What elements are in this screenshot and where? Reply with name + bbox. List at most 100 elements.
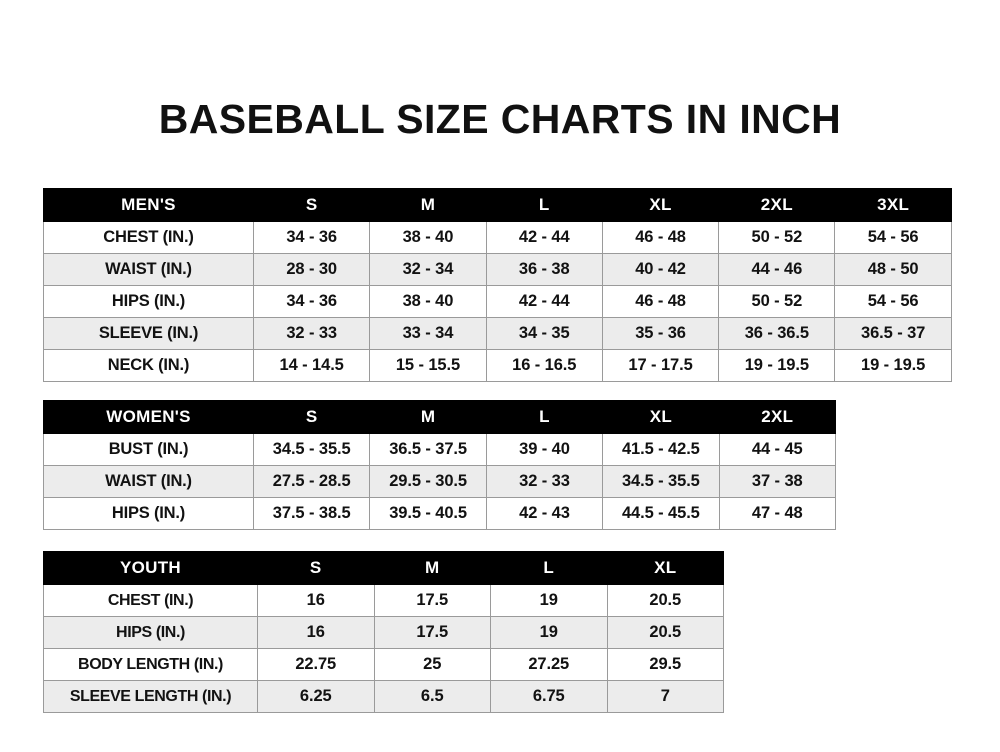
womens-size-table: WOMEN'S S M L XL 2XL BUST (IN.) 34.5 - 35.5 36.5… bbox=[43, 400, 836, 530]
column-header-m: M bbox=[369, 188, 487, 222]
table-corner-label: WOMEN'S bbox=[43, 400, 254, 434]
measurement-cell: 19 bbox=[490, 616, 608, 649]
measurement-cell: 16 bbox=[257, 584, 375, 617]
measurement-cell: 40 - 42 bbox=[601, 253, 720, 286]
page-title: BASEBALL SIZE CHARTS IN INCH bbox=[158, 96, 842, 143]
measurement-cell: 34 - 36 bbox=[252, 221, 371, 254]
table-row: CHEST (IN.) 34 - 36 38 - 40 42 - 44 46 - 48 5… bbox=[43, 221, 952, 254]
table-row: NECK (IN.) 14 - 14.5 15 - 15.5 16 - 16.5 17 … bbox=[43, 349, 952, 382]
row-label: HIPS (IN.) bbox=[43, 285, 254, 318]
table-row: WAIST (IN.) 28 - 30 32 - 34 36 - 38 40 - 42 4… bbox=[43, 253, 952, 286]
row-label: WAIST (IN.) bbox=[43, 253, 254, 286]
mens-size-table: MEN'S S M L XL 2XL 3XL CHEST (IN.) 34 - 36 38 - 4… bbox=[43, 188, 952, 382]
measurement-cell: 19 bbox=[490, 584, 608, 617]
measurement-cell: 38 - 40 bbox=[369, 221, 487, 254]
column-header-2xl: 2XL bbox=[718, 400, 836, 434]
measurement-cell: 37 - 38 bbox=[718, 465, 836, 498]
table-row: HIPS (IN.) 34 - 36 38 - 40 42 - 44 46 - 48 50… bbox=[43, 285, 952, 318]
measurement-cell: 6.25 bbox=[257, 680, 375, 713]
measurement-cell: 34.5 - 35.5 bbox=[602, 465, 720, 498]
measurement-cell: 42 - 43 bbox=[485, 497, 604, 530]
measurement-cell: 25 bbox=[373, 648, 491, 681]
measurement-cell: 46 - 48 bbox=[601, 221, 720, 254]
table-row: BODY LENGTH (IN.) 22.75 25 27.25 29.5 bbox=[43, 648, 724, 681]
measurement-cell: 39 - 40 bbox=[485, 433, 604, 466]
table-row: SLEEVE LENGTH (IN.) 6.25 6.5 6.75 7 bbox=[43, 680, 724, 713]
measurement-cell: 22.75 bbox=[257, 648, 375, 681]
row-label: SLEEVE LENGTH (IN.) bbox=[43, 680, 258, 713]
column-header-m: M bbox=[373, 551, 491, 585]
measurement-cell: 48 - 50 bbox=[834, 253, 952, 286]
column-header-s: S bbox=[252, 188, 371, 222]
row-label: HIPS (IN.) bbox=[43, 497, 254, 530]
measurement-cell: 54 - 56 bbox=[834, 221, 952, 254]
measurement-cell: 29.5 - 30.5 bbox=[369, 465, 487, 498]
row-label: CHEST (IN.) bbox=[43, 221, 254, 254]
table-row: HIPS (IN.) 37.5 - 38.5 39.5 - 40.5 42 - 43 4… bbox=[43, 497, 836, 530]
measurement-cell: 37.5 - 38.5 bbox=[252, 497, 371, 530]
measurement-cell: 42 - 44 bbox=[485, 285, 603, 318]
measurement-cell: 28 - 30 bbox=[252, 253, 371, 286]
row-label: SLEEVE (IN.) bbox=[43, 317, 254, 350]
column-header-s: S bbox=[252, 400, 371, 434]
table-header-row: MEN'S S M L XL 2XL 3XL bbox=[43, 188, 952, 222]
measurement-cell: 34.5 - 35.5 bbox=[252, 433, 371, 466]
table-header-row: YOUTH S M L XL bbox=[43, 551, 724, 585]
column-header-xl: XL bbox=[606, 551, 724, 585]
row-label: BUST (IN.) bbox=[43, 433, 254, 466]
measurement-cell: 36.5 - 37.5 bbox=[369, 433, 487, 466]
column-header-s: S bbox=[257, 551, 375, 585]
table-row: SLEEVE (IN.) 32 - 33 33 - 34 34 - 35 35 - 36… bbox=[43, 317, 952, 350]
measurement-cell: 54 - 56 bbox=[834, 285, 952, 318]
column-header-xl: XL bbox=[601, 188, 720, 222]
measurement-cell: 50 - 52 bbox=[718, 221, 836, 254]
measurement-cell: 32 - 34 bbox=[369, 253, 487, 286]
measurement-cell: 14 - 14.5 bbox=[252, 349, 371, 382]
measurement-cell: 36 - 36.5 bbox=[718, 317, 836, 350]
measurement-cell: 35 - 36 bbox=[601, 317, 720, 350]
measurement-cell: 46 - 48 bbox=[601, 285, 720, 318]
measurement-cell: 20.5 bbox=[606, 616, 724, 649]
measurement-cell: 41.5 - 42.5 bbox=[602, 433, 720, 466]
table-header-row: WOMEN'S S M L XL 2XL bbox=[43, 400, 836, 434]
measurement-cell: 6.75 bbox=[490, 680, 608, 713]
measurement-cell: 34 - 35 bbox=[485, 317, 603, 350]
row-label: WAIST (IN.) bbox=[43, 465, 254, 498]
measurement-cell: 38 - 40 bbox=[369, 285, 487, 318]
measurement-cell: 32 - 33 bbox=[485, 465, 604, 498]
measurement-cell: 47 - 48 bbox=[718, 497, 836, 530]
measurement-cell: 27.5 - 28.5 bbox=[252, 465, 371, 498]
youth-size-table: YOUTH S M L XL CHEST (IN.) 16 17.5 19 20.5 HIPS (I… bbox=[43, 551, 724, 713]
measurement-cell: 32 - 33 bbox=[252, 317, 371, 350]
column-header-l: L bbox=[485, 400, 604, 434]
measurement-cell: 17 - 17.5 bbox=[601, 349, 720, 382]
column-header-3xl: 3XL bbox=[834, 188, 952, 222]
table-row: BUST (IN.) 34.5 - 35.5 36.5 - 37.5 39 - 40 4… bbox=[43, 433, 836, 466]
table-row: CHEST (IN.) 16 17.5 19 20.5 bbox=[43, 584, 724, 617]
measurement-cell: 19 - 19.5 bbox=[834, 349, 952, 382]
column-header-xl: XL bbox=[602, 400, 720, 434]
row-label: NECK (IN.) bbox=[43, 349, 254, 382]
column-header-l: L bbox=[485, 188, 603, 222]
row-label: HIPS (IN.) bbox=[43, 616, 258, 649]
measurement-cell: 20.5 bbox=[606, 584, 724, 617]
column-header-l: L bbox=[490, 551, 608, 585]
measurement-cell: 33 - 34 bbox=[369, 317, 487, 350]
measurement-cell: 44 - 46 bbox=[718, 253, 836, 286]
measurement-cell: 16 bbox=[257, 616, 375, 649]
table-row: HIPS (IN.) 16 17.5 19 20.5 bbox=[43, 616, 724, 649]
column-header-2xl: 2XL bbox=[718, 188, 836, 222]
measurement-cell: 16 - 16.5 bbox=[485, 349, 603, 382]
measurement-cell: 42 - 44 bbox=[485, 221, 603, 254]
table-row: WAIST (IN.) 27.5 - 28.5 29.5 - 30.5 32 - 33… bbox=[43, 465, 836, 498]
table-corner-label: MEN'S bbox=[43, 188, 254, 222]
measurement-cell: 17.5 bbox=[373, 584, 491, 617]
measurement-cell: 36 - 38 bbox=[485, 253, 603, 286]
measurement-cell: 19 - 19.5 bbox=[718, 349, 836, 382]
table-corner-label: YOUTH bbox=[43, 551, 258, 585]
measurement-cell: 7 bbox=[606, 680, 724, 713]
measurement-cell: 36.5 - 37 bbox=[834, 317, 952, 350]
measurement-cell: 39.5 - 40.5 bbox=[369, 497, 487, 530]
measurement-cell: 44.5 - 45.5 bbox=[602, 497, 720, 530]
